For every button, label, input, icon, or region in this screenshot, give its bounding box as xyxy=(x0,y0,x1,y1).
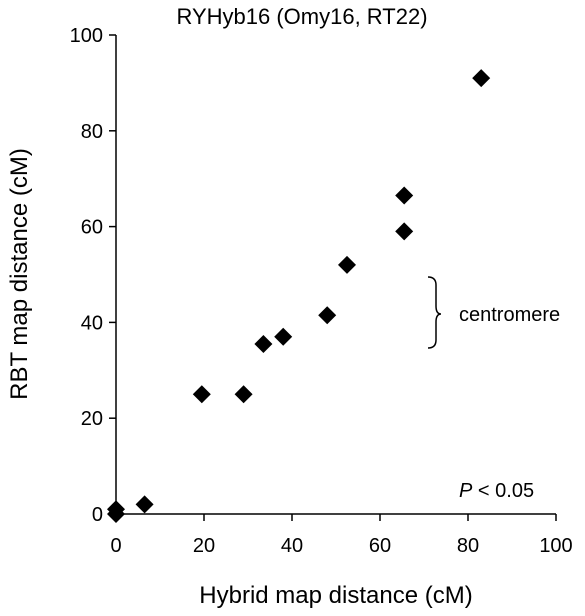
x-tick-label: 80 xyxy=(457,535,479,557)
p-value-rest: < 0.05 xyxy=(472,480,534,502)
chart-title: RYHyb16 (Omy16, RT22) xyxy=(176,4,427,29)
data-point xyxy=(135,495,154,514)
data-point xyxy=(395,186,414,205)
data-point xyxy=(234,385,253,404)
x-tick-label: 20 xyxy=(193,535,215,557)
x-tick-label: 60 xyxy=(369,535,391,557)
centromere-label: centromere xyxy=(459,304,560,326)
y-tick-label: 20 xyxy=(81,408,103,430)
y-tick-label: 80 xyxy=(81,121,103,143)
y-tick-label: 100 xyxy=(70,25,103,47)
data-point xyxy=(318,306,337,325)
data-point xyxy=(395,222,414,241)
data-point xyxy=(254,334,273,353)
p-value-italic: P xyxy=(459,480,473,502)
data-point xyxy=(274,327,293,346)
data-point xyxy=(338,255,356,274)
y-tick-label: 60 xyxy=(81,217,103,239)
y-tick-label: 0 xyxy=(92,504,103,526)
x-tick-label: 100 xyxy=(539,535,572,557)
x-axis-ticks: 0 20 40 60 80 100 xyxy=(110,514,573,557)
x-tick-label: 40 xyxy=(281,535,303,557)
x-axis-title: Hybrid map distance (cM) xyxy=(199,582,472,609)
x-tick-label: 0 xyxy=(110,535,121,557)
y-axis-title: RBT map distance (cM) xyxy=(6,148,33,400)
data-point xyxy=(107,500,125,519)
data-point xyxy=(472,69,491,88)
y-axis-ticks: 0 20 40 60 80 100 xyxy=(70,25,116,526)
data-points xyxy=(107,69,491,523)
centromere-bracket xyxy=(427,276,442,349)
p-value-label: P < 0.05 xyxy=(459,480,534,502)
y-tick-label: 40 xyxy=(81,312,103,334)
data-point xyxy=(192,385,211,404)
